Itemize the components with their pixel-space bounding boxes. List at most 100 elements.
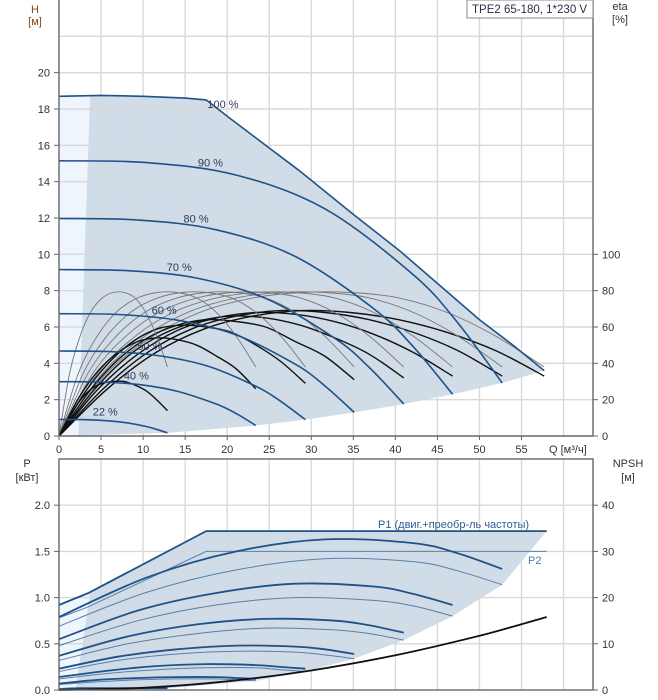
head-curve (58, 217, 454, 395)
p1-curve (58, 582, 453, 641)
y-axis-unit-p: [кВт] (16, 472, 39, 484)
speed-label: 22 % (93, 407, 118, 419)
speed-label: 80 % (184, 213, 209, 225)
efficiency-curve-grey (58, 291, 503, 437)
p1-curve (58, 538, 503, 618)
y-tick-label: 0.0 (35, 685, 50, 697)
y-tick-label: 0.5 (35, 639, 50, 651)
efficiency-curves (58, 291, 545, 437)
y-tick-label: 2.0 (35, 500, 50, 512)
p2-label: P2 (528, 555, 541, 567)
speed-label: 40 % (124, 370, 149, 382)
y-tick-label: 1.0 (35, 593, 50, 605)
head-curve (58, 312, 355, 413)
y2-tick-label: 40 (602, 500, 614, 512)
y-tick-label: 0 (44, 431, 50, 443)
y2-tick-label: 0 (602, 431, 608, 443)
x-tick-label: 35 (347, 444, 359, 456)
y2-axis-unit-eta: [%] (612, 14, 628, 26)
p1-curve (58, 663, 306, 678)
y-tick-label: 20 (38, 68, 50, 80)
head-curve (58, 350, 306, 421)
y-tick-label: 6 (44, 322, 50, 334)
speed-label: 100 % (207, 99, 238, 111)
efficiency-curve-black (58, 315, 405, 437)
efficiency-curve-black (58, 318, 355, 437)
speed-label: 70 % (167, 262, 192, 274)
y2-axis-unit-npsh: [м] (621, 472, 635, 484)
p2-curve (58, 627, 404, 661)
y2-tick-label: 20 (602, 593, 614, 605)
y-axis-unit-h: [м] (28, 16, 42, 28)
x-tick-label: 50 (473, 444, 485, 456)
efficiency-curve-grey (58, 291, 168, 437)
axes: 0 5 10 15 20 25 30 35 40 45 50 55 0 2 4 6 8 10 12 14 16 18 20 0… (35, 68, 621, 697)
head-curve (58, 418, 168, 434)
y-tick-label: 4 (44, 358, 50, 370)
p1-limit-curve (58, 530, 547, 606)
y-axis-label-p: P (23, 458, 30, 470)
y-tick-label: 16 (38, 140, 50, 152)
y2-tick-label: 60 (602, 322, 614, 334)
head-plot-background (59, 95, 545, 437)
x-tick-label: 10 (137, 444, 149, 456)
x-tick-label: 0 (56, 444, 62, 456)
p1-curve (58, 644, 355, 670)
y-tick-label: 1.5 (35, 546, 50, 558)
y2-axis-label-eta: eta (612, 1, 628, 13)
x-tick-label: 55 (515, 444, 527, 456)
x-tick-label: 15 (179, 444, 191, 456)
efficiency-curve-grey (58, 291, 257, 437)
head-curves: 100 % 90 % 80 % 70 % 60 % 50 % 40 % 22 % (58, 0, 594, 437)
y2-tick-label: 80 (602, 286, 614, 298)
power-range-area (59, 531, 547, 690)
efficiency-curve-black (58, 309, 503, 437)
p2-limit-curve (58, 550, 547, 619)
y2-tick-label: 30 (602, 546, 614, 558)
npsh-curve (58, 616, 547, 691)
head-curve (58, 268, 405, 405)
y-tick-label: 8 (44, 286, 50, 298)
y-tick-label: 2 (44, 395, 50, 407)
power-plot-background (59, 531, 547, 690)
y2-tick-label: 10 (602, 639, 614, 651)
p1-curve (58, 617, 404, 657)
x-tick-label: 30 (305, 444, 317, 456)
y-tick-label: 18 (38, 104, 50, 116)
y2-tick-label: 20 (602, 395, 614, 407)
efficiency-curve-black (58, 380, 168, 437)
title-box: TPE2 65-180, 1*230 V (466, 0, 594, 19)
p2-curve (58, 557, 503, 627)
x-tick-label: 40 (389, 444, 401, 456)
p2-curve (58, 667, 306, 680)
y2-tick-label: 0 (602, 685, 608, 697)
y-tick-label: 14 (38, 177, 50, 189)
p2-curve (58, 650, 355, 672)
y-tick-label: 12 (38, 213, 50, 225)
p1-label: P1 (двиг.+преобр-ль частоты) (378, 519, 529, 531)
speed-label: 60 % (152, 305, 177, 317)
efficiency-curve-grey (58, 291, 545, 437)
y2-tick-label: 100 (602, 249, 620, 261)
x-tick-label: 25 (263, 444, 275, 456)
x-tick-label: 5 (98, 444, 104, 456)
speed-label: 50 % (137, 341, 162, 353)
operating-range-area (59, 95, 545, 437)
x-axis-label-q: Q [м³/ч] (549, 444, 587, 456)
p1-curve (58, 676, 256, 685)
speed-label: 90 % (198, 157, 223, 169)
efficiency-curve-black (58, 324, 306, 437)
head-curve (58, 94, 545, 372)
y2-axis-label-npsh: NPSH (613, 458, 644, 470)
x-tick-label: 20 (221, 444, 233, 456)
y-tick-label: 10 (38, 249, 50, 261)
x-tick-label: 45 (431, 444, 443, 456)
power-curves: P1 (двиг.+преобр-ль частоты) P2 (58, 458, 594, 691)
y-axis-label-h: H (31, 4, 39, 16)
power-plot-grid (59, 459, 593, 690)
power-plot-frame (58, 458, 594, 691)
efficiency-curve-grey (58, 291, 306, 437)
y2-tick-label: 40 (602, 358, 614, 370)
chart-title: TPE2 65-180, 1*230 V (472, 4, 587, 16)
